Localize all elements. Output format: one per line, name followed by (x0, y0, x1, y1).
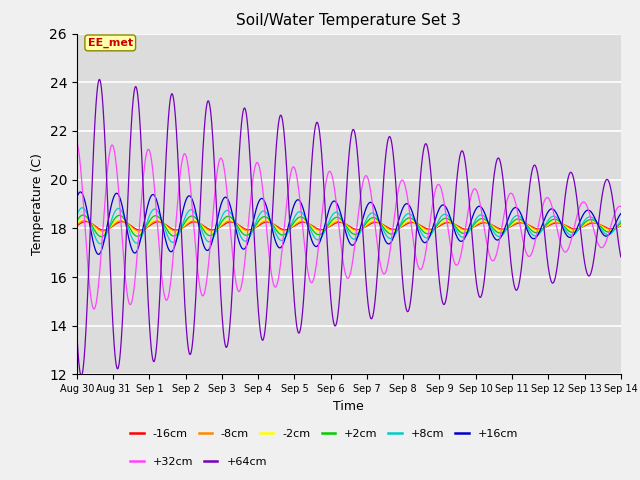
+16cm (548, 206, 556, 212)
+16cm (617, 211, 625, 216)
-16cm (617, 223, 625, 229)
Legend: +32cm, +64cm: +32cm, +64cm (126, 452, 271, 471)
-8cm (99, 228, 107, 234)
-8cm (282, 228, 290, 233)
+2cm (305, 222, 313, 228)
+32cm (90, 306, 98, 312)
+2cm (607, 229, 614, 235)
+16cm (77, 189, 84, 195)
Title: Soil/Water Temperature Set 3: Soil/Water Temperature Set 3 (236, 13, 461, 28)
-16cm (135, 227, 143, 233)
+8cm (97, 241, 104, 247)
+64cm (95, 77, 103, 83)
+8cm (305, 224, 313, 230)
-8cm (81, 218, 89, 224)
+32cm (305, 275, 313, 281)
+8cm (617, 218, 625, 224)
+64cm (77, 373, 85, 379)
+64cm (282, 151, 290, 157)
+64cm (168, 91, 175, 97)
+8cm (548, 214, 556, 219)
-16cm (100, 228, 108, 233)
-2cm (73, 221, 81, 227)
X-axis label: Time: Time (333, 400, 364, 413)
+8cm (282, 234, 290, 240)
Y-axis label: Temperature (C): Temperature (C) (31, 153, 44, 255)
+2cm (79, 212, 87, 218)
+8cm (73, 212, 81, 218)
+2cm (617, 220, 625, 226)
-8cm (617, 222, 625, 228)
+32cm (73, 139, 81, 144)
+16cm (607, 230, 614, 236)
+16cm (135, 242, 143, 248)
-16cm (548, 221, 556, 227)
+8cm (607, 231, 614, 237)
+64cm (607, 184, 614, 190)
+8cm (79, 205, 86, 211)
Line: +16cm: +16cm (77, 192, 621, 254)
+16cm (73, 195, 81, 201)
+16cm (95, 252, 102, 257)
-2cm (135, 229, 143, 235)
-2cm (305, 222, 313, 228)
-2cm (607, 228, 614, 233)
+32cm (168, 273, 175, 279)
-16cm (73, 223, 81, 229)
+32cm (607, 225, 614, 231)
+32cm (135, 228, 143, 233)
Text: EE_met: EE_met (88, 38, 133, 48)
Line: +64cm: +64cm (77, 80, 621, 376)
-8cm (168, 227, 175, 233)
+16cm (305, 229, 313, 235)
+8cm (135, 239, 143, 244)
+2cm (548, 217, 556, 223)
+64cm (617, 254, 625, 260)
-8cm (607, 227, 614, 232)
-2cm (548, 219, 556, 225)
Line: -8cm: -8cm (77, 221, 621, 231)
+64cm (305, 199, 313, 204)
Line: -16cm: -16cm (77, 222, 621, 230)
Line: +2cm: +2cm (77, 215, 621, 237)
+64cm (548, 280, 556, 286)
+2cm (282, 231, 290, 237)
-16cm (282, 227, 290, 233)
+32cm (282, 211, 289, 217)
+64cm (73, 330, 81, 336)
Line: -2cm: -2cm (77, 219, 621, 233)
-8cm (305, 221, 313, 227)
+2cm (168, 232, 175, 238)
+64cm (135, 108, 143, 114)
-2cm (168, 228, 175, 234)
Line: +32cm: +32cm (77, 142, 621, 309)
+2cm (73, 218, 81, 224)
-16cm (607, 226, 614, 232)
-16cm (82, 219, 90, 225)
Line: +8cm: +8cm (77, 208, 621, 244)
-16cm (168, 226, 175, 231)
+32cm (617, 204, 625, 210)
+2cm (97, 234, 105, 240)
+16cm (282, 233, 290, 239)
+32cm (548, 203, 556, 208)
-8cm (135, 228, 143, 234)
-16cm (305, 221, 313, 227)
+2cm (135, 233, 143, 239)
+16cm (168, 249, 175, 254)
-2cm (99, 230, 106, 236)
-8cm (73, 222, 81, 228)
+8cm (168, 239, 175, 245)
-2cm (617, 222, 625, 228)
-2cm (282, 228, 290, 234)
-2cm (80, 216, 88, 222)
-8cm (548, 220, 556, 226)
